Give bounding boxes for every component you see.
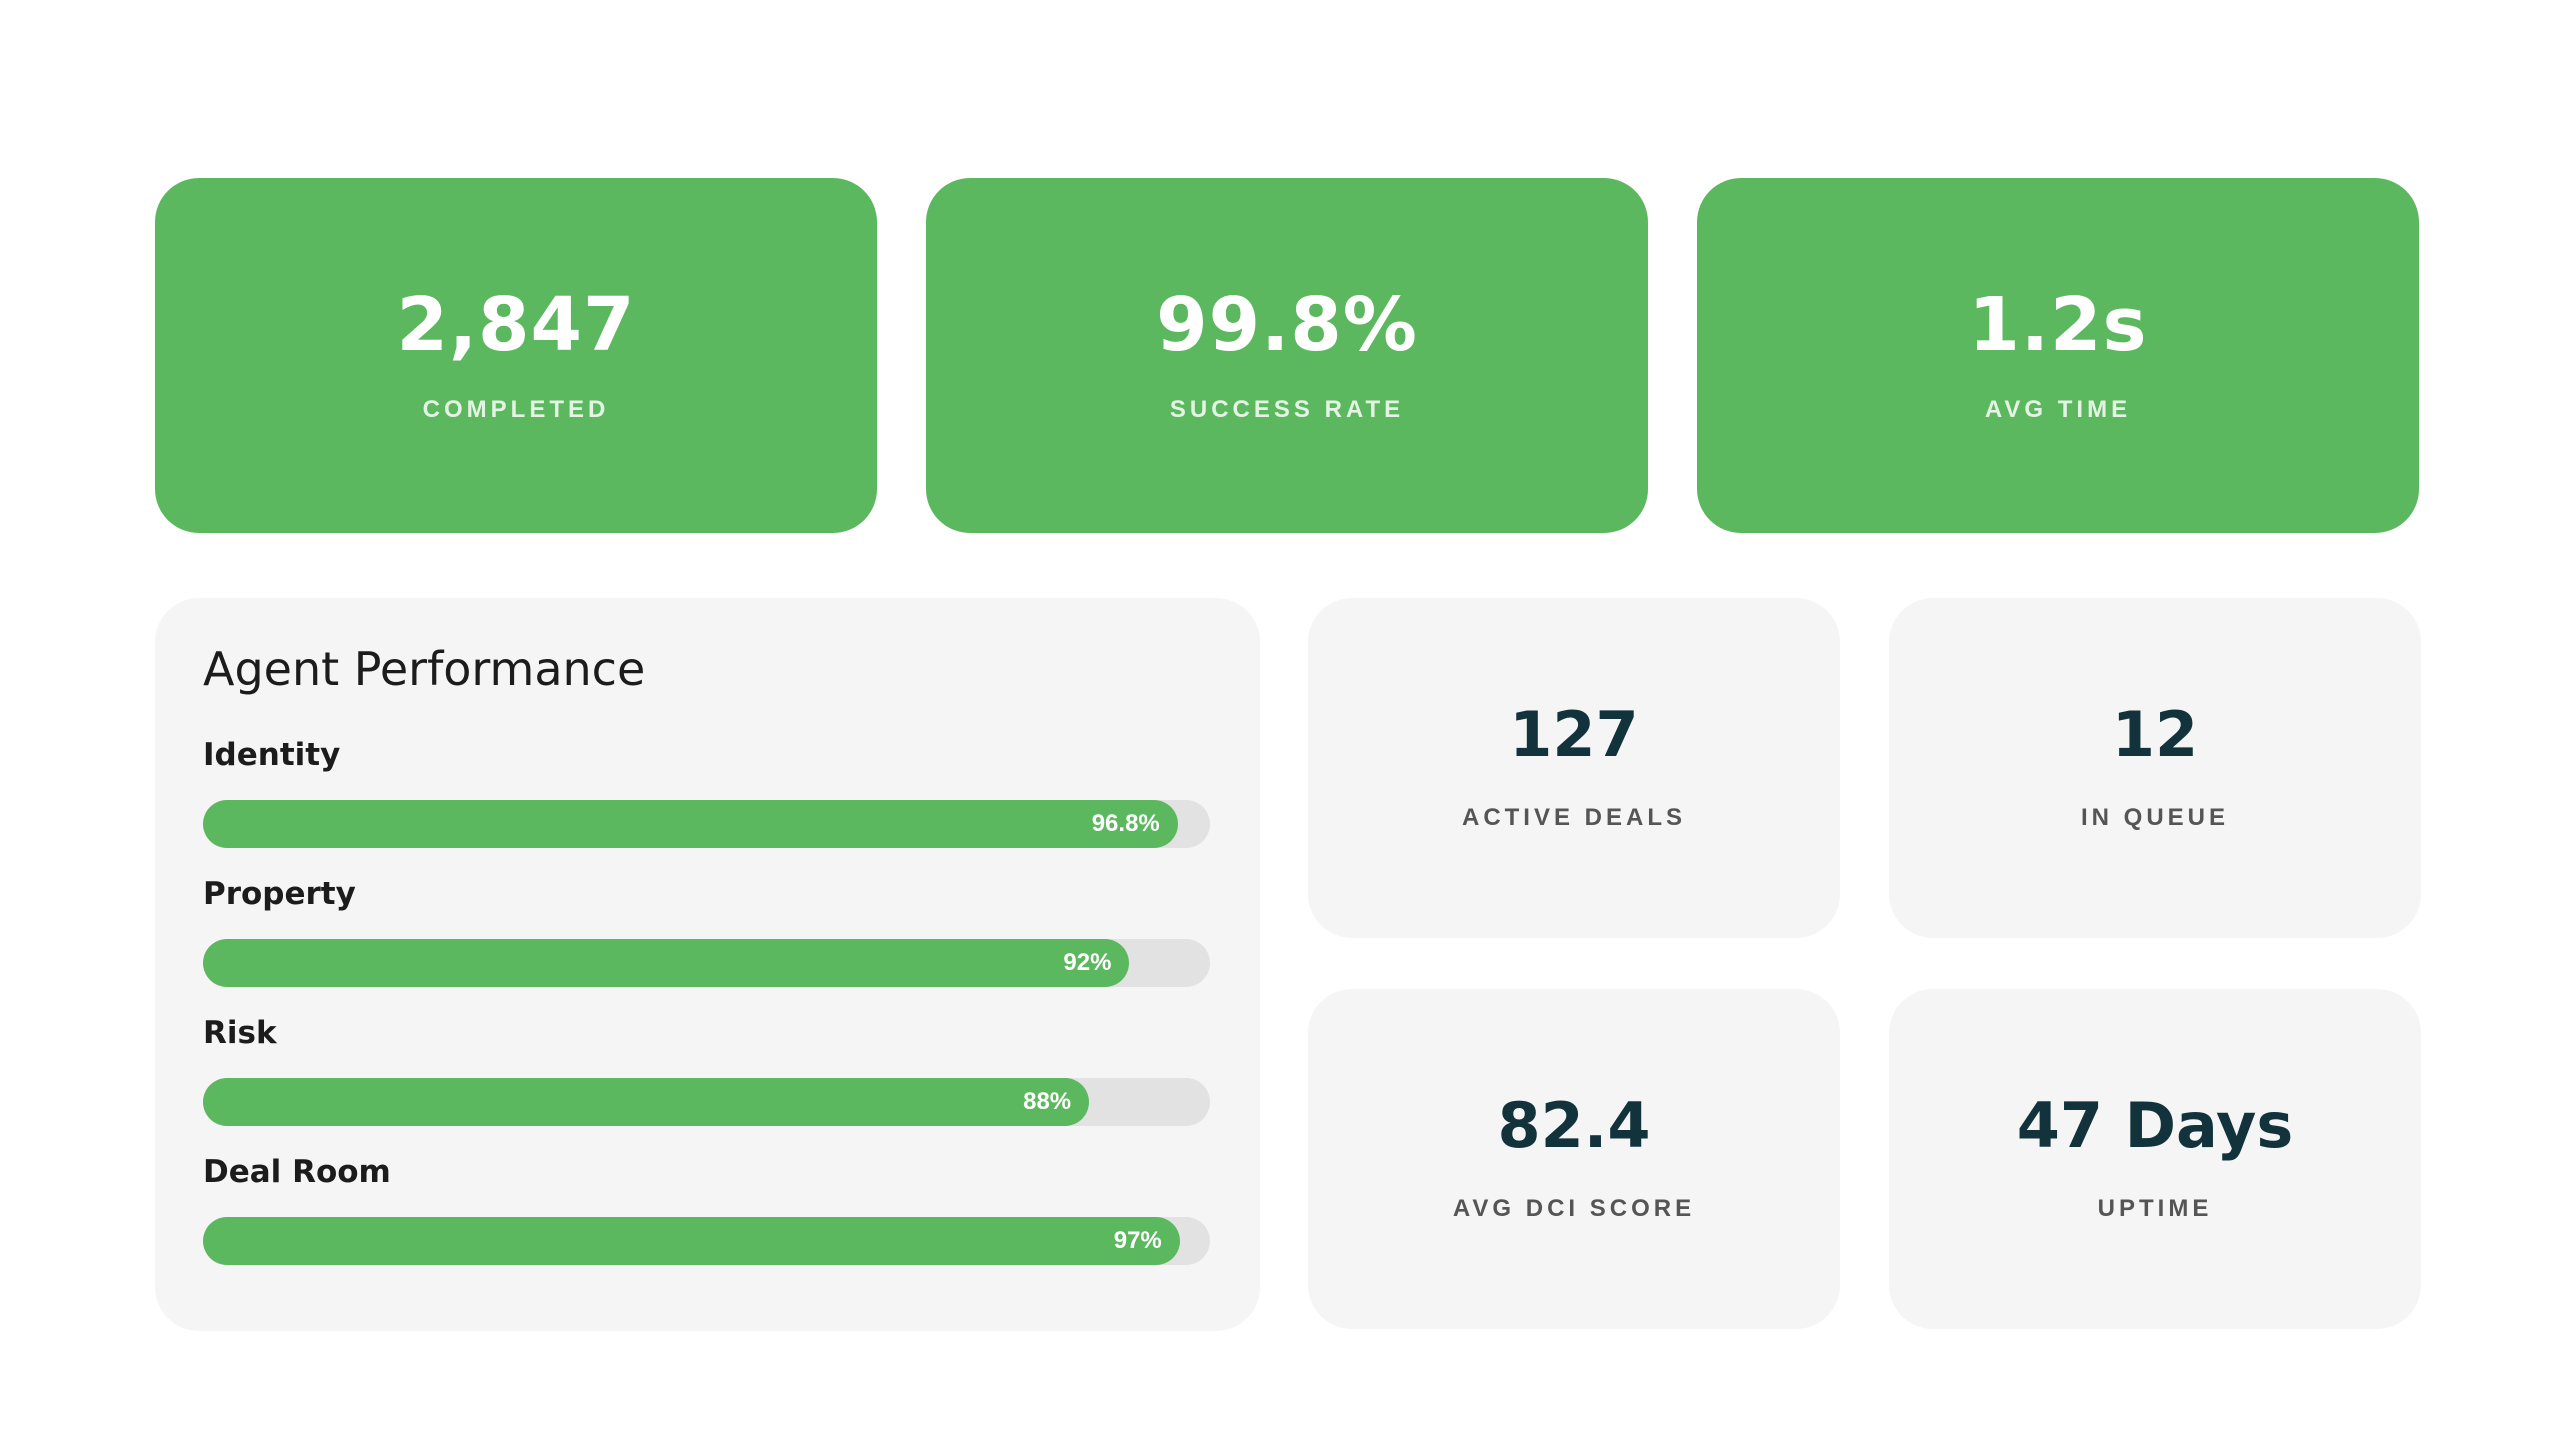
progress-fill: 88% bbox=[203, 1078, 1090, 1126]
agent-performance-title: Agent Performance bbox=[203, 642, 646, 696]
avg-dci-score-card: 82.4 AVG DCI SCORE bbox=[1308, 989, 1840, 1329]
top-stats-row: 2,847 COMPLETED 99.8% SUCCESS RATE 1.2s … bbox=[155, 178, 2419, 533]
uptime-card: 47 Days UPTIME bbox=[1889, 989, 2421, 1329]
metric-name: Deal Room bbox=[203, 1154, 391, 1190]
agent-performance-panel: Agent Performance Identity 96.8% Propert… bbox=[155, 598, 1260, 1331]
completed-card: 2,847 COMPLETED bbox=[155, 178, 877, 533]
metric-property: Property 92% bbox=[203, 879, 1212, 987]
in-queue-card: 12 IN QUEUE bbox=[1889, 598, 2421, 938]
completed-label: COMPLETED bbox=[422, 395, 610, 423]
success-rate-label: SUCCESS RATE bbox=[1169, 395, 1405, 423]
progress-track: 96.8% bbox=[203, 800, 1210, 848]
avg-dci-score-label: AVG DCI SCORE bbox=[1452, 1195, 1696, 1222]
progress-value: 88% bbox=[1023, 1088, 1072, 1115]
active-deals-label: ACTIVE DEALS bbox=[1461, 804, 1686, 831]
metric-name: Risk bbox=[203, 1015, 277, 1051]
metric-risk: Risk 88% bbox=[203, 1018, 1212, 1126]
metric-name: Identity bbox=[203, 737, 341, 773]
avg-time-value: 1.2s bbox=[1968, 281, 2148, 368]
progress-track: 92% bbox=[203, 939, 1210, 987]
success-rate-card: 99.8% SUCCESS RATE bbox=[926, 178, 1648, 533]
metric-name: Property bbox=[203, 876, 356, 912]
progress-value: 96.8% bbox=[1091, 810, 1160, 837]
in-queue-label: IN QUEUE bbox=[2080, 804, 2229, 831]
progress-fill: 92% bbox=[203, 939, 1130, 987]
progress-fill: 96.8% bbox=[203, 800, 1178, 848]
progress-track: 88% bbox=[203, 1078, 1210, 1126]
avg-time-label: AVG TIME bbox=[1984, 395, 2132, 423]
uptime-value: 47 Days bbox=[2016, 1089, 2294, 1162]
avg-dci-score-value: 82.4 bbox=[1497, 1089, 1651, 1162]
uptime-label: UPTIME bbox=[2097, 1195, 2213, 1222]
in-queue-value: 12 bbox=[2111, 698, 2199, 771]
progress-track: 97% bbox=[203, 1217, 1210, 1265]
progress-fill: 97% bbox=[203, 1217, 1180, 1265]
metric-deal-room: Deal Room 97% bbox=[203, 1157, 1212, 1265]
active-deals-value: 127 bbox=[1509, 698, 1639, 771]
success-rate-value: 99.8% bbox=[1156, 281, 1418, 368]
progress-value: 97% bbox=[1113, 1227, 1162, 1254]
metric-identity: Identity 96.8% bbox=[203, 740, 1212, 848]
active-deals-card: 127 ACTIVE DEALS bbox=[1308, 598, 1840, 938]
progress-value: 92% bbox=[1063, 949, 1112, 976]
avg-time-card: 1.2s AVG TIME bbox=[1697, 178, 2419, 533]
completed-value: 2,847 bbox=[396, 281, 636, 368]
